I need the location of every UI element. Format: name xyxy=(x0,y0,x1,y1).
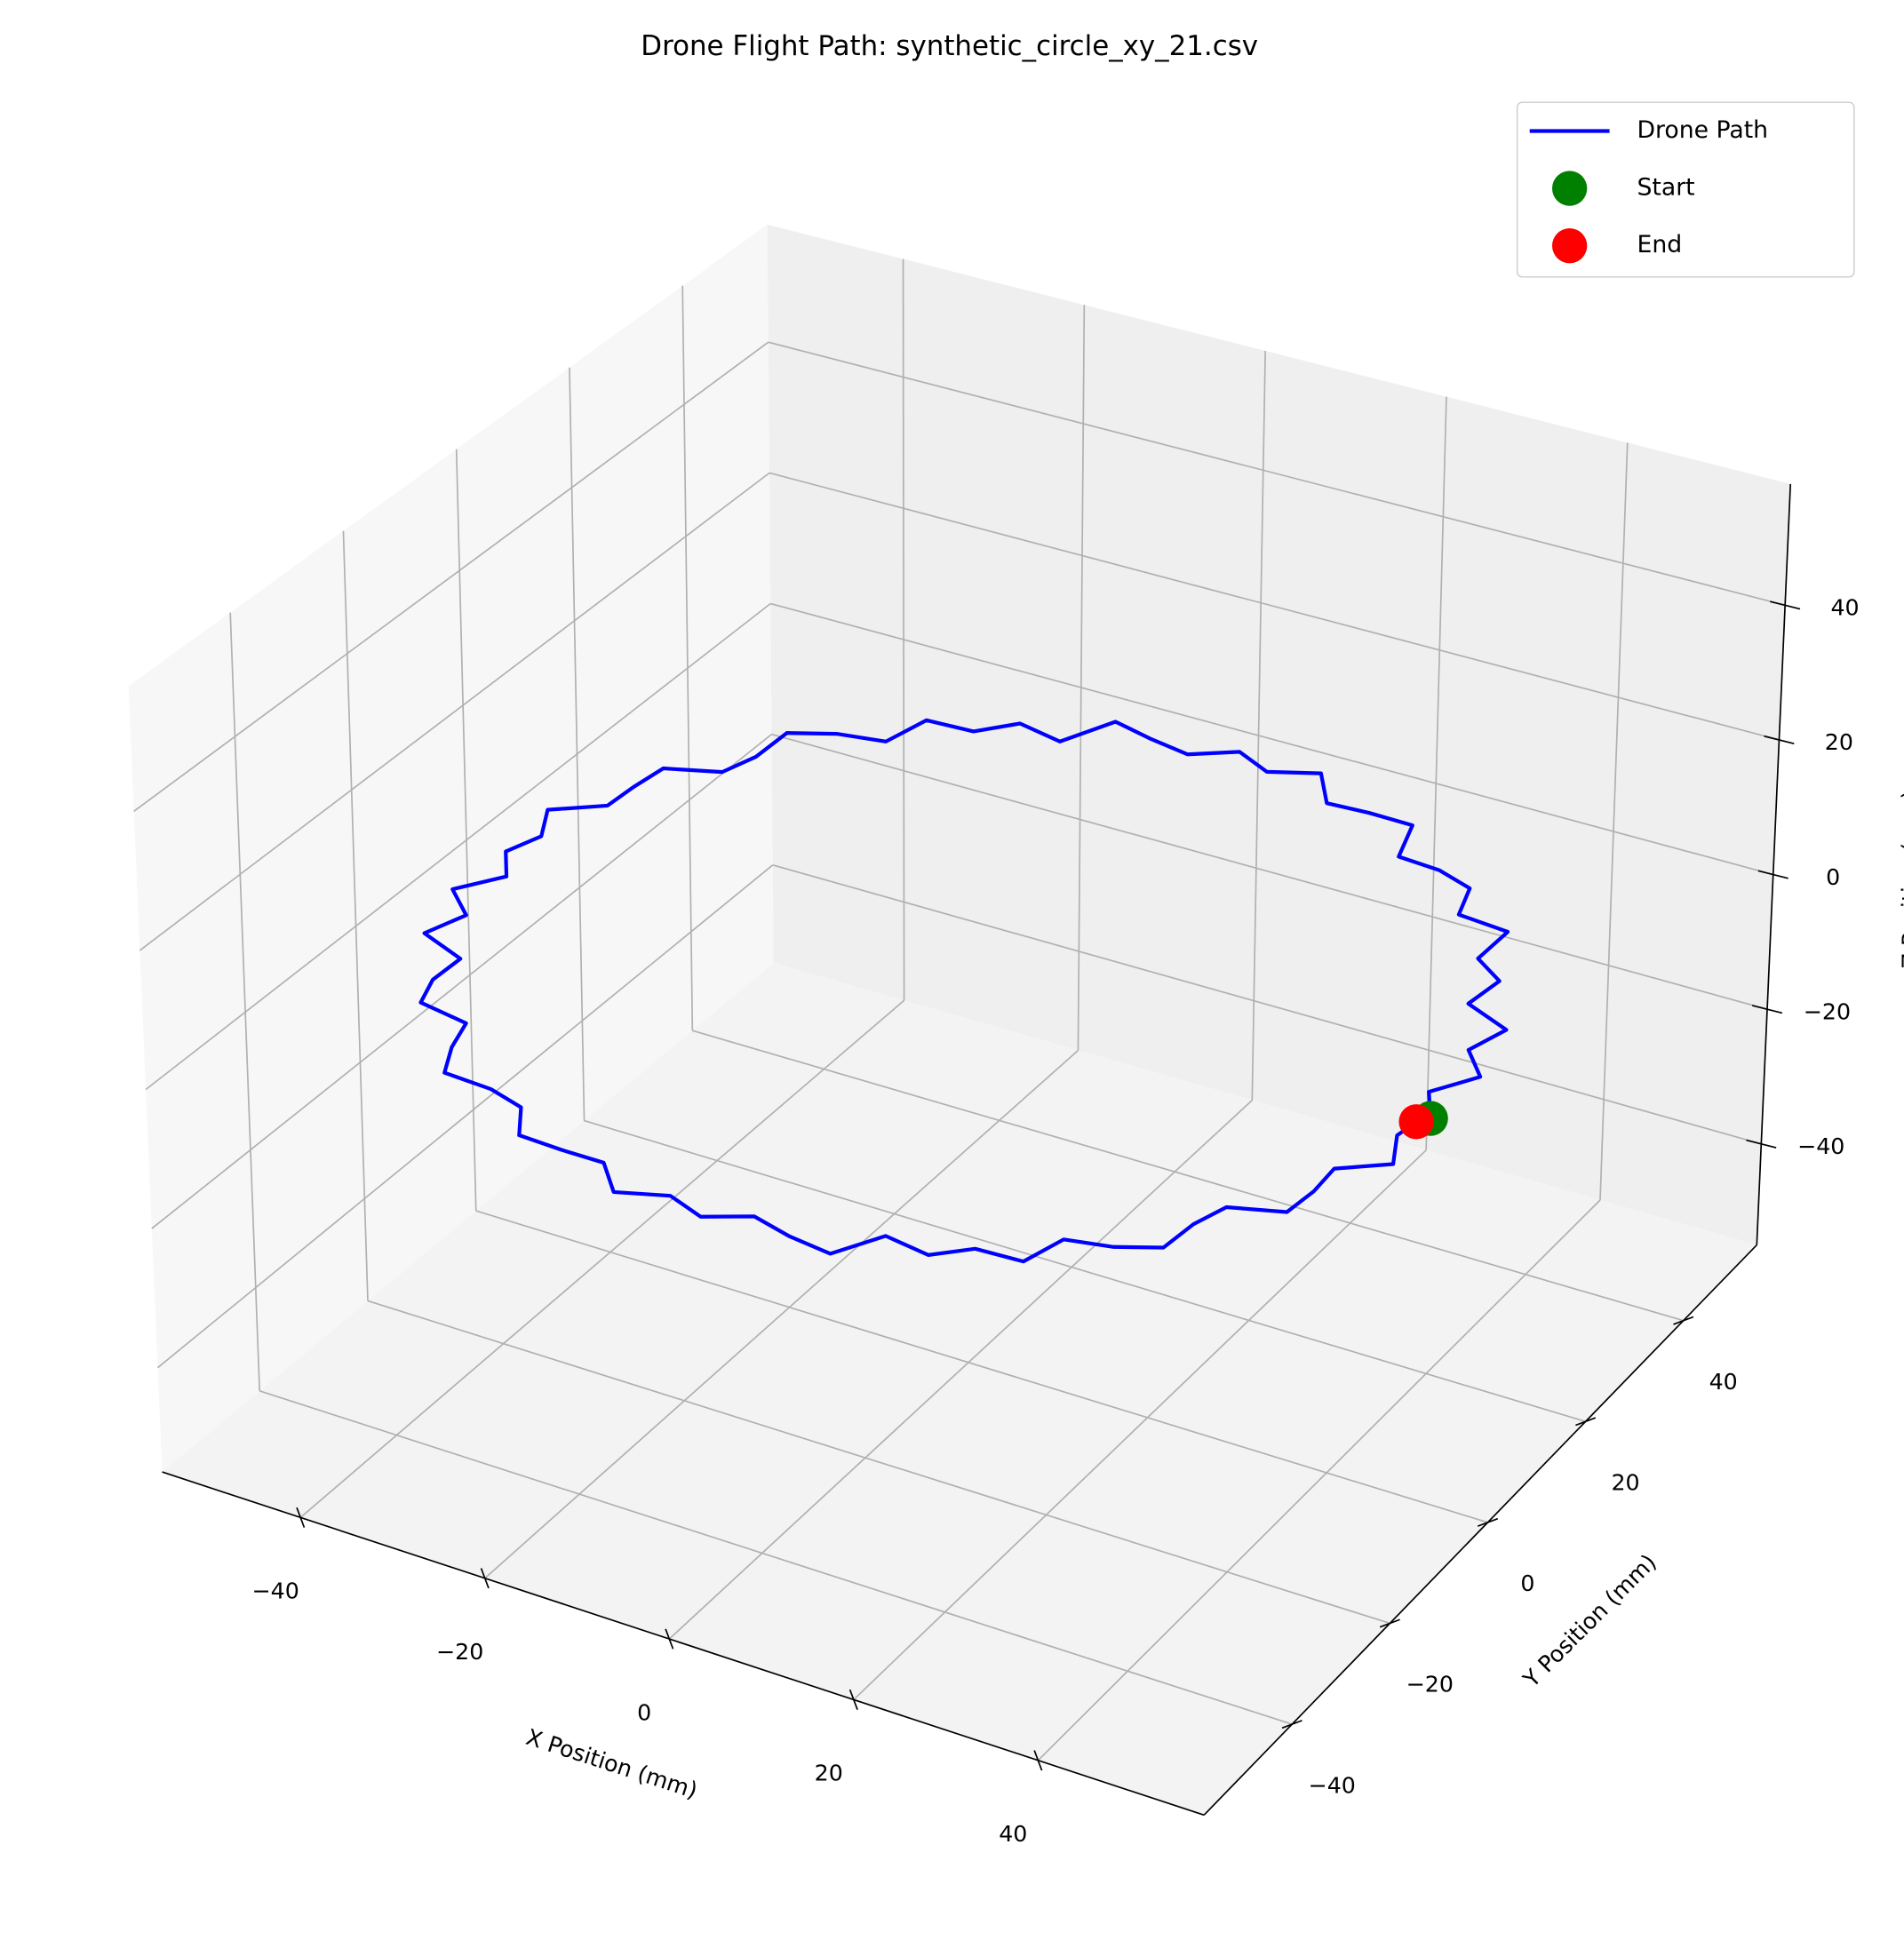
grid-line xyxy=(1599,442,1629,1201)
pane-left xyxy=(128,224,774,1473)
grid-line xyxy=(1425,396,1447,1150)
grid-line xyxy=(484,1049,1079,1579)
y-tick-label: 0 xyxy=(1520,1570,1534,1596)
y-tick-label: 40 xyxy=(1709,1369,1738,1395)
legend-marker xyxy=(1551,171,1588,206)
grid-line xyxy=(569,367,586,1121)
z-tick-label: −40 xyxy=(1797,1133,1844,1159)
x-tick-label: −20 xyxy=(436,1639,483,1665)
grid-line xyxy=(342,530,369,1301)
x-axis-line xyxy=(162,1471,1205,1817)
grid-line xyxy=(1077,305,1086,1051)
tick-mark xyxy=(296,1507,306,1528)
z-axis-label: Z Position (mm) xyxy=(1897,791,1904,969)
y-axis-label: Y Position (mm) xyxy=(1518,1549,1661,1693)
x-tick-label: −40 xyxy=(251,1578,299,1604)
legend-label: Start xyxy=(1637,174,1694,202)
x-tick-label: 40 xyxy=(999,1821,1027,1847)
grid-line xyxy=(299,999,905,1519)
tick-mark xyxy=(1477,1517,1499,1527)
grid-line xyxy=(259,1390,1293,1725)
point-marker xyxy=(1398,1104,1434,1140)
grid-line xyxy=(769,472,1780,741)
grid-line xyxy=(584,1119,1586,1423)
grid-line xyxy=(475,1210,1488,1523)
tick-mark xyxy=(1751,1005,1783,1014)
tick-mark xyxy=(1281,1720,1303,1729)
grid-line xyxy=(151,733,773,1229)
tick-mark xyxy=(1764,735,1795,744)
y-tick-label: −40 xyxy=(1309,1772,1356,1798)
z-tick-label: 20 xyxy=(1825,729,1853,755)
z-tick-label: 0 xyxy=(1826,864,1840,890)
tick-mark xyxy=(1770,600,1801,610)
y-tick-label: 20 xyxy=(1611,1470,1639,1496)
grid-line xyxy=(770,602,1773,876)
tick-mark xyxy=(480,1568,490,1589)
grid-line xyxy=(229,612,261,1391)
grid-line xyxy=(681,285,694,1031)
pane-floor xyxy=(162,963,1757,1816)
tick-mark xyxy=(1033,1750,1043,1771)
tick-mark xyxy=(1575,1417,1597,1427)
y-tick-label: −20 xyxy=(1406,1672,1454,1698)
grid-line xyxy=(367,1300,1390,1625)
z-tick-label: −20 xyxy=(1804,998,1851,1024)
pane-back xyxy=(767,224,1791,1245)
grid-line xyxy=(139,472,770,951)
legend-label: Drone Path xyxy=(1637,116,1768,144)
legend-box xyxy=(1516,101,1855,278)
legend-label: End xyxy=(1637,231,1682,258)
tick-mark xyxy=(1746,1139,1777,1149)
x-tick-label: 20 xyxy=(815,1761,843,1786)
grid-line xyxy=(1251,350,1266,1101)
tick-mark xyxy=(1673,1316,1694,1325)
grid-line xyxy=(853,1149,1427,1701)
grid-line xyxy=(692,1030,1684,1322)
z-tick-label: 40 xyxy=(1830,595,1859,621)
legend-marker xyxy=(1551,228,1588,264)
x-axis-label: X Position (mm) xyxy=(523,1724,701,1804)
x-tick-label: 0 xyxy=(637,1699,651,1725)
grid-line xyxy=(145,602,771,1091)
grid-line xyxy=(156,864,774,1369)
grid-line xyxy=(668,1100,1253,1640)
chart-title: Drone Flight Path: synthetic_circle_xy_2… xyxy=(641,30,1258,62)
grid-line xyxy=(768,341,1786,607)
tick-mark xyxy=(665,1628,674,1650)
tick-mark xyxy=(848,1689,858,1710)
grid-line xyxy=(133,341,769,812)
legend: Drone Path Start End xyxy=(1516,101,1855,278)
y-axis-line xyxy=(1203,1244,1757,1816)
flight-path xyxy=(418,718,1510,1264)
z-axis-line xyxy=(1756,483,1792,1245)
grid-line xyxy=(772,863,1762,1145)
grid-line xyxy=(1037,1199,1601,1761)
tick-mark xyxy=(1757,870,1788,879)
grid-line xyxy=(771,733,1768,1011)
tick-mark xyxy=(1379,1618,1400,1628)
